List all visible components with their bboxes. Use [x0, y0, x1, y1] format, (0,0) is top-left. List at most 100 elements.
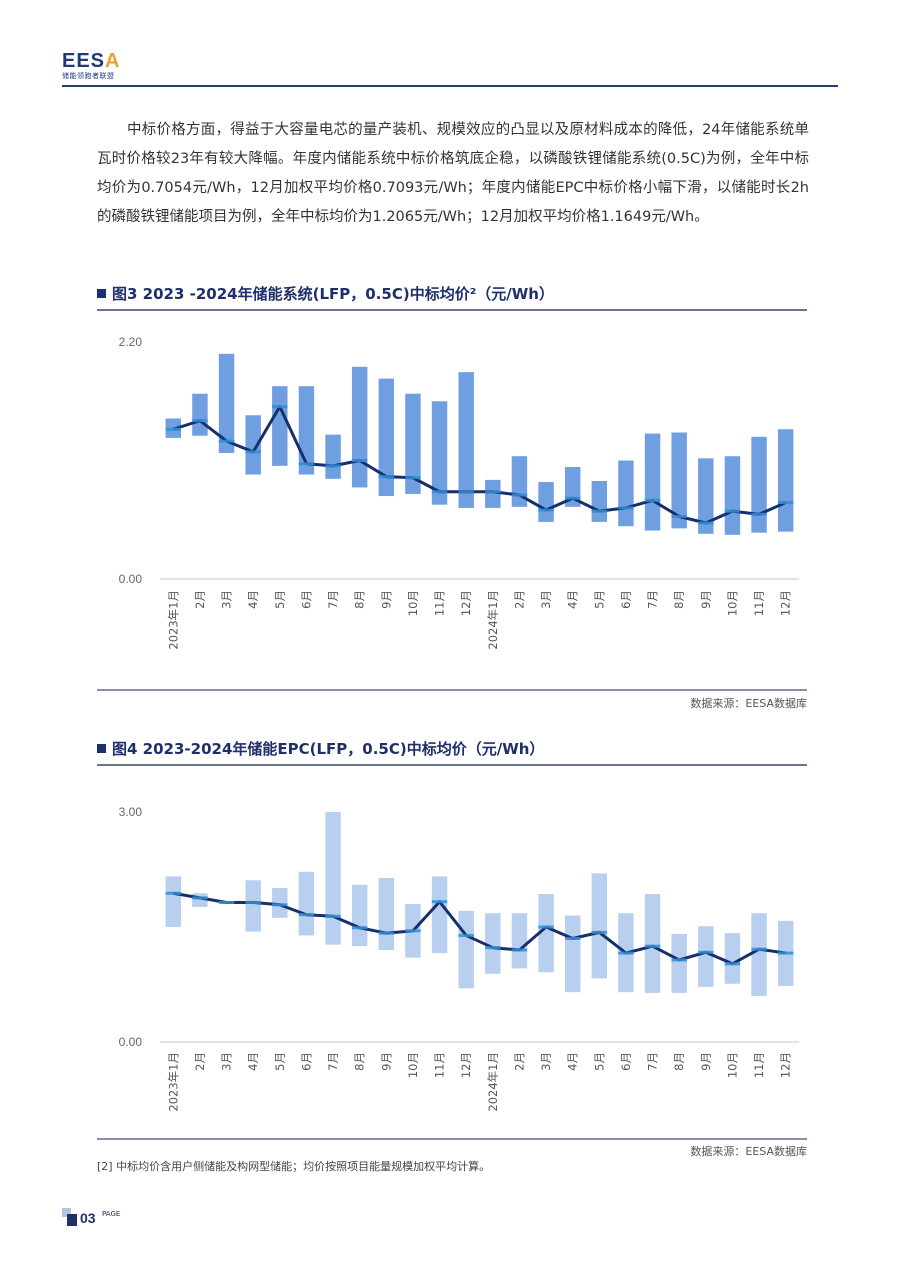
- x-tick-label: 12月: [779, 1052, 793, 1078]
- average-marker: [272, 405, 288, 409]
- average-marker: [564, 496, 581, 500]
- average-marker: [458, 490, 474, 494]
- logo-mark: EESA: [62, 50, 121, 72]
- x-tick-label: 3月: [220, 590, 234, 609]
- range-bar: [564, 915, 581, 993]
- x-tick-label: 10月: [406, 1052, 420, 1078]
- figure3-source: 数据来源：EESA数据库: [690, 697, 807, 710]
- range-bar: [724, 933, 741, 984]
- y-tick-label: 0.00: [119, 572, 143, 586]
- range-bar: [272, 386, 288, 466]
- range-bar: [485, 479, 501, 508]
- average-marker: [165, 891, 182, 895]
- x-tick-label: 8月: [672, 590, 686, 609]
- eesa-logo: EESA 储能领跑者联盟: [62, 50, 132, 82]
- x-tick-label: 4月: [566, 1052, 580, 1071]
- average-marker: [351, 926, 368, 930]
- body-text: 中标价格方面，得益于大容量电芯的量产装机、规模效应的凸显以及原材料成本的降低，2…: [97, 122, 809, 225]
- figure4-bottom-rule: [97, 1138, 807, 1140]
- y-tick-label: 3.00: [119, 805, 143, 819]
- x-tick-label: 10月: [725, 590, 739, 616]
- page-label: PAGE: [102, 1210, 121, 1218]
- page-square-light-icon: [62, 1208, 71, 1217]
- figure4-top-rule: [97, 764, 807, 766]
- figure3-bottom-rule: [97, 689, 807, 691]
- range-bar: [644, 894, 661, 993]
- range-bar: [431, 401, 448, 505]
- x-tick-label: 2月: [193, 1052, 207, 1071]
- average-marker: [777, 501, 794, 505]
- average-marker: [538, 508, 554, 512]
- average-marker: [644, 498, 661, 502]
- x-tick-label: 4月: [566, 590, 580, 609]
- range-bar: [458, 910, 474, 989]
- average-marker: [591, 509, 608, 513]
- x-tick-label: 7月: [646, 590, 660, 609]
- average-marker: [218, 439, 235, 443]
- range-bar: [591, 480, 608, 522]
- figure4-source: 数据来源：EESA数据库: [690, 1145, 807, 1158]
- range-bar: [671, 432, 687, 529]
- average-marker: [644, 944, 661, 948]
- x-tick-label: 5月: [592, 590, 606, 609]
- average-marker: [431, 490, 448, 494]
- range-bar: [511, 913, 528, 969]
- average-price-line: [173, 891, 786, 966]
- average-marker: [618, 951, 634, 955]
- average-marker: [511, 948, 528, 952]
- range-bar: [325, 434, 341, 479]
- average-marker: [671, 515, 687, 519]
- range-bar: [618, 460, 634, 527]
- x-tick-label: 11月: [433, 590, 447, 616]
- x-tick-label: 2月: [512, 590, 526, 609]
- y-tick-label: 0.00: [119, 1035, 143, 1049]
- average-marker: [751, 512, 767, 516]
- header-divider: [62, 85, 838, 87]
- body-paragraph: 中标价格方面，得益于大容量电芯的量产装机、规模效应的凸显以及原材料成本的降低，2…: [97, 116, 809, 232]
- figure3-title-text: 图3 2023 -2024年储能系统(LFP，0.5C)中标均价²（元/Wh）: [112, 285, 554, 303]
- range-bar: [671, 933, 687, 993]
- average-marker: [751, 947, 767, 951]
- x-tick-label: 11月: [752, 590, 766, 616]
- average-marker: [485, 490, 501, 494]
- x-tick-label: 6月: [619, 1052, 633, 1071]
- figure4-chart: 0.00 3.00 2023年1月 2月 3月 4月 5月 6月 7月 8月 9月 10月 11月 12月…: [119, 805, 799, 1112]
- x-tick-label: 2023年1月: [166, 590, 180, 650]
- range-bar: [218, 353, 235, 453]
- average-marker: [325, 914, 341, 918]
- x-tick-label: 5月: [592, 1052, 606, 1071]
- logo-subtitle: 储能领跑者联盟: [62, 72, 115, 80]
- range-bar: [351, 366, 368, 488]
- x-tick-label: 4月: [246, 590, 260, 609]
- x-tick-label: 6月: [619, 590, 633, 609]
- range-bar: [165, 876, 182, 927]
- footnote: [2] 中标均价含用户侧储能及构网型储能；均价按照项目能量规模加权平均计算。: [97, 1160, 491, 1173]
- average-marker: [218, 900, 235, 904]
- title-square-icon: [97, 744, 106, 753]
- average-marker: [192, 896, 208, 900]
- range-bar: [245, 415, 261, 475]
- x-tick-label: 11月: [752, 1052, 766, 1078]
- x-tick-label: 2024年1月: [486, 590, 500, 650]
- range-bar: [192, 393, 208, 436]
- range-bar: [378, 877, 395, 950]
- average-marker: [485, 946, 501, 950]
- x-tick-label: 3月: [539, 590, 553, 609]
- range-bar: [458, 372, 474, 508]
- average-marker: [511, 493, 528, 497]
- title-square-icon: [97, 289, 106, 298]
- range-bar: [325, 812, 341, 945]
- x-tick-label: 8月: [353, 590, 367, 609]
- average-marker: [538, 925, 554, 929]
- average-marker: [192, 419, 208, 423]
- range-bar: [751, 913, 767, 996]
- x-tick-label: 2024年1月: [486, 1052, 500, 1112]
- range-bar: [272, 887, 288, 918]
- average-marker: [298, 462, 315, 466]
- x-tick-label: 8月: [353, 1052, 367, 1071]
- average-marker: [671, 958, 687, 962]
- average-marker: [591, 930, 608, 934]
- x-tick-label: 12月: [459, 1052, 473, 1078]
- average-marker: [245, 900, 261, 904]
- average-marker: [698, 950, 714, 954]
